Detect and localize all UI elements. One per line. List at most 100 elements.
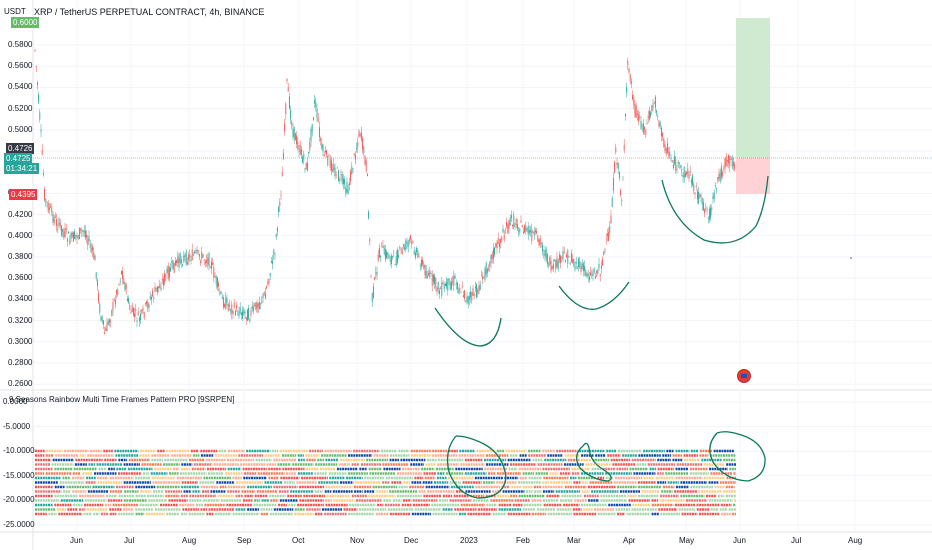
candle-body: [222, 297, 224, 308]
candle-body: [375, 271, 377, 274]
candle-body: [330, 160, 332, 171]
candle-body: [670, 158, 672, 160]
time-tick-label: Aug: [848, 536, 863, 545]
candle-body: [202, 254, 204, 258]
candle-body: [274, 254, 276, 256]
candle-body: [141, 309, 143, 313]
candle-body: [244, 312, 246, 314]
candle-body: [699, 194, 701, 198]
candle-body: [208, 252, 210, 267]
candle-body: [515, 218, 517, 226]
candle-body: [197, 250, 199, 252]
candle-body: [95, 272, 97, 279]
current-price-badge: 0.4726: [6, 143, 35, 154]
candle-body: [578, 258, 580, 267]
candle-body: [509, 217, 511, 226]
currency-label: USDT: [4, 7, 26, 16]
candle-body: [201, 252, 203, 260]
candle-body: [414, 252, 416, 258]
candle-body: [734, 164, 736, 169]
candle-body: [453, 276, 455, 286]
candle-body: [618, 172, 620, 179]
candle-body: [690, 179, 692, 184]
candle-body: [407, 240, 409, 247]
candle-body: [621, 200, 623, 202]
candle-body: [705, 207, 707, 209]
candle-body: [495, 243, 497, 248]
candle-body: [567, 250, 569, 264]
candle-body: [243, 309, 245, 315]
candle-body: [674, 156, 676, 165]
candle-body: [267, 282, 269, 285]
candle-body: [56, 218, 58, 226]
candle-body: [41, 149, 43, 155]
candle-body: [603, 251, 605, 255]
candle-body: [196, 250, 198, 254]
candle-body: [431, 274, 433, 286]
candle-body: [86, 234, 88, 238]
candle-body: [254, 305, 256, 306]
price-tick-label: 0.5800: [8, 40, 33, 49]
candle-body: [574, 265, 576, 270]
candle-body: [168, 267, 170, 278]
candle-body: [494, 247, 496, 255]
candle-body: [653, 103, 655, 104]
candle-body: [305, 162, 307, 170]
candle-body: [513, 215, 515, 228]
candle-body: [321, 143, 323, 149]
candle-body: [508, 220, 510, 229]
candle-body: [713, 192, 715, 199]
price-tick-label: 0.5000: [8, 124, 33, 134]
candle-body: [147, 301, 149, 309]
candle-body: [657, 116, 659, 117]
candle-body: [590, 272, 592, 275]
candle-body: [159, 284, 161, 289]
candle-body: [90, 248, 92, 250]
candle-body: [720, 166, 722, 178]
candle-body: [94, 255, 96, 261]
candle-body: [634, 104, 636, 117]
candle-body: [155, 287, 157, 290]
candle-body: [527, 226, 529, 235]
indicator-tick-label: -20.0000: [3, 495, 35, 505]
candle-body: [660, 127, 662, 136]
candle-body: [639, 117, 641, 118]
candle-body: [119, 281, 121, 283]
candle-body: [503, 234, 505, 240]
candle-body: [204, 261, 206, 264]
candle-body: [561, 256, 563, 258]
candle-body: [599, 273, 601, 276]
candle-body: [215, 275, 217, 284]
candle-body: [569, 263, 571, 265]
price-tick-label: 0.3400: [8, 294, 33, 304]
indicator-tick-label: -10.0000: [3, 446, 35, 456]
candle-body: [531, 228, 533, 242]
candle-body: [519, 228, 521, 233]
candle-body: [722, 172, 724, 176]
us-flag-icon[interactable]: [737, 369, 751, 383]
candle-body: [219, 292, 221, 294]
candle-body: [542, 245, 544, 251]
candle-body: [52, 213, 54, 223]
candle-body: [116, 290, 118, 295]
candle-body: [549, 257, 551, 265]
candle-body: [72, 232, 74, 242]
candle-body: [538, 239, 540, 246]
candle-body: [635, 105, 637, 118]
candle-body: [240, 312, 242, 315]
drawn-curve-3: [661, 175, 769, 244]
candle-body: [579, 261, 581, 268]
candle-body: [533, 231, 535, 236]
candle-body: [405, 240, 407, 250]
candle-body: [678, 162, 680, 164]
candle-body: [303, 154, 305, 160]
candle-body: [353, 153, 355, 156]
candle-body: [543, 253, 545, 255]
candle-body: [192, 254, 194, 256]
candle-body: [434, 276, 436, 285]
candle-body: [596, 270, 598, 273]
candle-body: [144, 303, 146, 305]
candle-body: [608, 232, 610, 242]
